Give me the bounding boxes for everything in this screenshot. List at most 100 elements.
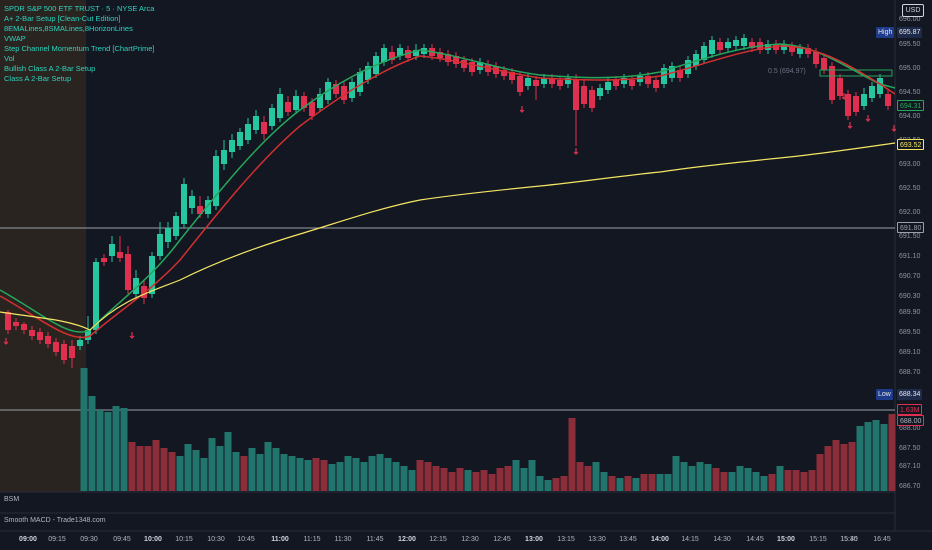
- candle-body: [469, 62, 475, 72]
- legend-item-class-a[interactable]: Class A 2-Bar Setup: [4, 74, 72, 83]
- candle-body: [253, 116, 259, 130]
- volume-bar: [888, 414, 896, 491]
- volume-bar: [304, 460, 312, 491]
- volume-bar: [680, 462, 688, 491]
- candle-body: [277, 94, 283, 118]
- legend-item-vwap[interactable]: VWAP: [4, 34, 26, 43]
- time-axis-label: 12:00: [398, 536, 416, 543]
- high-label-tag: High: [876, 27, 895, 38]
- candle-body: [317, 94, 323, 108]
- candle-body: [45, 336, 51, 344]
- volume-bar: [736, 466, 744, 491]
- candle-body: [821, 58, 827, 70]
- candle-body: [117, 252, 123, 258]
- volume-bar: [368, 456, 376, 491]
- candle-body: [189, 196, 195, 208]
- price-tick-label: 691.10: [899, 253, 921, 260]
- volume-bar: [336, 462, 344, 491]
- down-arrow-icon: [891, 125, 897, 132]
- candle-body: [149, 256, 155, 294]
- time-axis-label: 13:45: [619, 536, 637, 543]
- volume-bar: [144, 446, 152, 491]
- ema-slow-line: [0, 45, 896, 339]
- volume-bar: [88, 396, 96, 491]
- volume-bar: [224, 432, 232, 491]
- volume-bar: [632, 478, 640, 491]
- time-axis-label: 11:15: [303, 536, 321, 543]
- candle-body: [109, 244, 115, 256]
- time-axis-label: 15:45: [840, 536, 858, 543]
- volume-bar: [536, 476, 544, 491]
- currency-button[interactable]: USD: [902, 4, 924, 17]
- time-axis-label: 13:15: [557, 536, 575, 543]
- bsm-pane-label[interactable]: BSM: [4, 496, 20, 503]
- volume-bar: [112, 406, 120, 491]
- volume-bar: [320, 460, 328, 491]
- volume-bar: [672, 456, 680, 491]
- time-axis-label: 15:15: [809, 536, 827, 543]
- legend-item-step-channel[interactable]: Step Channel Momentum Trend [ChartPrime]: [4, 44, 155, 53]
- volume-bar: [296, 458, 304, 491]
- volume-bar: [600, 472, 608, 491]
- price-tick-label: 689.90: [899, 309, 921, 316]
- volume-bar: [128, 442, 136, 491]
- price-tick-label: 688.00: [899, 425, 921, 432]
- time-axis-label: 12:15: [429, 536, 447, 543]
- candle-body: [613, 80, 619, 86]
- price-tick-label: 690.30: [899, 293, 921, 300]
- macd-pane-label[interactable]: Smooth MACD - Trade1348.com: [4, 517, 106, 524]
- volume-bar: [608, 476, 616, 491]
- candle-body: [749, 42, 755, 48]
- volume-bar: [712, 468, 720, 491]
- volume-bar: [752, 472, 760, 491]
- symbol-title[interactable]: SPDR S&P 500 ETF TRUST · 5 · NYSE Arca: [4, 4, 155, 13]
- volume-bar: [344, 456, 352, 491]
- volume-bar: [264, 442, 272, 491]
- candle-body: [629, 80, 635, 86]
- volume-bar: [576, 462, 584, 491]
- volume-bar: [248, 448, 256, 491]
- candle-body: [213, 156, 219, 206]
- candle-body: [13, 322, 19, 326]
- legend-item-bullish-class-a[interactable]: Bullish Class A 2-Bar Setup: [4, 64, 96, 73]
- price-tick-label: 696.00: [899, 16, 921, 23]
- volume-bar: [488, 474, 496, 491]
- candle-body: [517, 76, 523, 92]
- candle-body: [69, 346, 75, 358]
- candle-body: [5, 312, 11, 330]
- time-axis-label: 14:15: [681, 536, 699, 543]
- legend-item-vol[interactable]: Vol: [4, 54, 15, 63]
- volume-bar: [528, 460, 536, 491]
- down-arrow-icon: [129, 332, 135, 339]
- candle-body: [381, 48, 387, 62]
- volume-bar: [280, 454, 288, 491]
- volume-bar: [200, 458, 208, 491]
- candle-body: [261, 122, 267, 134]
- down-arrow-icon: [828, 90, 834, 97]
- volume-bar: [704, 464, 712, 491]
- candle-body: [501, 70, 507, 76]
- candle-body: [157, 234, 163, 256]
- legend-item-a-plus-setup[interactable]: A+ 2-Bar Setup [Clean-Cut Edition]: [4, 14, 121, 23]
- candle-body: [701, 46, 707, 60]
- volume-bar: [176, 456, 184, 491]
- down-arrow-icon: [865, 115, 871, 122]
- candle-body: [653, 80, 659, 88]
- candle-body: [229, 140, 235, 152]
- step-channel-box: [819, 69, 893, 77]
- volume-bar: [592, 462, 600, 491]
- volume-bar: [160, 448, 168, 491]
- price-tick-label: 694.00: [899, 113, 921, 120]
- candle-body: [29, 330, 35, 336]
- volume-bar: [152, 440, 160, 491]
- candle-body: [525, 78, 531, 86]
- volume-bar: [744, 468, 752, 491]
- candle-body: [93, 262, 99, 330]
- time-axis-label: 16:45: [873, 536, 891, 543]
- legend-item-ema-sma-lines[interactable]: 8EMALines,8SMALines,8HorizonLines: [4, 24, 133, 33]
- volume-bar: [840, 444, 848, 491]
- volume-bar: [856, 426, 864, 491]
- down-arrow-icon: [573, 148, 579, 155]
